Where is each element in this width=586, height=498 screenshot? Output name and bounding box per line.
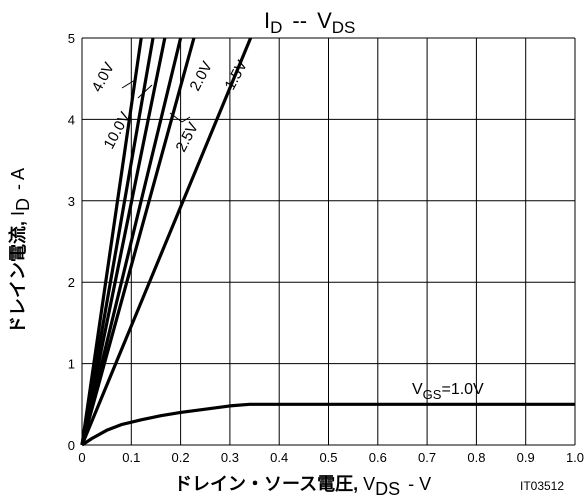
x-tick-label: 0.6 (369, 450, 387, 465)
chart-title: ID -- VDS (264, 8, 355, 37)
x-tick-label: 0.7 (418, 450, 436, 465)
vgs-label: VGS=1.0V (412, 381, 484, 402)
x-tick-label: 0.5 (319, 450, 337, 465)
curve-4-0v (80, 37, 143, 446)
label-group: 4.0V 10.0V 2.5V 2.0V 1.5V (89, 58, 251, 155)
x-tick-label: 0.8 (467, 450, 485, 465)
leader-2-5v-b (181, 116, 191, 123)
y-axis-label: ドレイン電流,ID- A (7, 168, 33, 334)
curve-label-2-5v: 2.5V (173, 120, 202, 155)
x-tick-label: 0 (78, 450, 85, 465)
y-tick-label: 5 (68, 31, 75, 46)
x-tick-label: 1.0 (566, 450, 584, 465)
plot-grid (81, 37, 576, 446)
y-tick-label: 0 (68, 438, 75, 453)
curve-label-4-0v: 4.0V (89, 60, 118, 95)
curve-vgs-1-0v (81, 402, 575, 447)
x-tick-label: 0.3 (221, 450, 239, 465)
x-tick-label: 0.9 (517, 450, 535, 465)
curve-label-2-0v: 2.0V (187, 59, 216, 94)
figure-code: IT03512 (520, 479, 564, 493)
x-tick-label: 0.1 (122, 450, 140, 465)
curve-2-0v (80, 37, 196, 446)
curve-10-0v (80, 37, 155, 446)
x-tick-label: 0.4 (270, 450, 288, 465)
curve-1-5v (80, 37, 253, 446)
curve-3-0v (80, 37, 167, 446)
curves (80, 37, 575, 447)
curve-2-5v (80, 37, 183, 446)
y-tick-label: 2 (68, 275, 75, 290)
tick-labels: 0 0.1 0.2 0.3 0.4 0.5 0.6 0.7 0.8 0.9 1.0 0 1 2 3 4 5 (68, 31, 584, 465)
y-tick-label: 4 (68, 112, 75, 127)
x-tick-label: 0.2 (172, 450, 190, 465)
curve-label-1-5v: 1.5V (222, 58, 251, 93)
y-tick-label: 1 (68, 357, 75, 372)
leader-10-0v (137, 84, 153, 99)
leader-4-0v (121, 79, 136, 89)
y-tick-label: 3 (68, 194, 75, 209)
x-axis-label: ドレイン・ソース電圧, VDS - V (174, 474, 431, 498)
leader-2-5v (169, 112, 183, 123)
